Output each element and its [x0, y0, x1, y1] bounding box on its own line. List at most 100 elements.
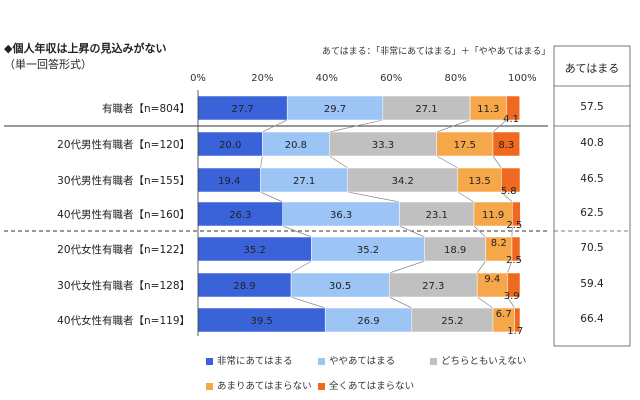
connector-line [436, 155, 459, 169]
connector-line [262, 119, 288, 133]
data-label: 5.8 [501, 186, 517, 197]
chart-subtitle: （単一回答形式） [4, 58, 92, 71]
bar-segment [389, 272, 478, 298]
bar-segment [329, 131, 437, 157]
data-label: 8.3 [498, 140, 514, 151]
bar-segment [197, 236, 312, 262]
summary-value: 70.5 [580, 242, 604, 254]
data-label: 35.2 [244, 245, 266, 256]
bar-segment [511, 236, 521, 262]
summary-value: 57.5 [580, 101, 604, 113]
connector-line [260, 191, 283, 203]
bar-segment [469, 95, 507, 121]
category-label: 20代男性有職者【n=120】 [57, 139, 190, 151]
bar-segment [324, 307, 413, 333]
category-label: 有職者【n=804】 [102, 103, 190, 115]
bar-segment [282, 201, 400, 227]
data-label: 20.8 [285, 140, 307, 151]
data-label: 30.5 [329, 281, 351, 292]
connector-line [389, 296, 412, 309]
data-label: 2.5 [506, 255, 522, 266]
data-label: 27.1 [415, 104, 437, 115]
x-tick-label: 40% [315, 73, 338, 84]
x-tick-label: 80% [444, 73, 467, 84]
bar-segment [507, 272, 521, 298]
legend-item: ややあてはまる [318, 353, 395, 367]
bar-segment [347, 167, 459, 193]
summary-box [553, 45, 631, 347]
x-tick-label: 60% [380, 73, 403, 84]
bar-segment [506, 95, 520, 121]
data-label: 13.5 [468, 176, 490, 187]
bar-segment [501, 167, 521, 193]
connector-line [399, 225, 425, 238]
legend-item: どちらともいえない [430, 353, 526, 367]
bar-segment [311, 236, 425, 262]
data-label: 18.9 [444, 245, 466, 256]
connector-line [290, 260, 312, 274]
connector-line [347, 191, 400, 203]
data-label: 35.2 [357, 245, 379, 256]
bar-segment [411, 307, 494, 333]
summary-value: 46.5 [580, 173, 604, 185]
data-label: 19.4 [218, 176, 240, 187]
bar-segment [197, 272, 292, 298]
summary-value: 62.5 [580, 207, 604, 219]
connector-line [501, 191, 513, 203]
bar-segment [457, 167, 502, 193]
connector-line [492, 119, 507, 133]
legend-swatch [318, 383, 325, 390]
connector-line [473, 225, 486, 238]
connector-line [290, 296, 326, 309]
data-label: 39.5 [250, 316, 272, 327]
connector-line [457, 191, 475, 203]
bar-segment [424, 236, 486, 262]
data-label: 11.3 [477, 104, 499, 115]
legend-item: 全くあてはまらない [318, 378, 414, 392]
category-label: 30代女性有職者【n=128】 [57, 280, 190, 292]
data-label: 23.1 [426, 210, 448, 221]
connector-line [329, 119, 383, 133]
summary-value: 59.4 [580, 278, 604, 290]
summary-value: 40.8 [580, 137, 604, 149]
connector-line [260, 155, 263, 169]
connector-line [389, 260, 425, 274]
data-label: 27.7 [231, 104, 253, 115]
category-label: 40代女性有職者【n=119】 [57, 315, 190, 327]
bar-segment [485, 236, 513, 262]
x-tick-label: 20% [251, 73, 274, 84]
data-label: 4.1 [503, 114, 519, 125]
bar-segment [382, 95, 471, 121]
legend-label: 非常にあてはまる [217, 356, 293, 367]
legend-label: 全くあてはまらない [329, 381, 415, 392]
summary-value: 66.4 [580, 313, 604, 325]
bar-segment [290, 272, 390, 298]
connector-line [476, 260, 486, 274]
bar-segment [260, 167, 348, 193]
connector-line [436, 119, 471, 133]
data-label: 6.7 [496, 309, 512, 320]
data-label: 25.2 [441, 316, 463, 327]
data-label: 33.3 [372, 140, 394, 151]
chart-title: ◆個人年収は上昇の見込みがない [4, 42, 167, 55]
data-label: 9.4 [484, 274, 500, 285]
bar-segment [473, 201, 513, 227]
legend-swatch [430, 358, 437, 365]
legend-label: ややあてはまる [329, 356, 396, 367]
bar-segment [197, 167, 261, 193]
bar-segment [197, 201, 283, 227]
data-label: 26.3 [229, 210, 251, 221]
data-label: 1.7 [507, 326, 523, 337]
connector-line [492, 155, 502, 169]
bar-segment [514, 307, 521, 333]
connector-line [507, 296, 515, 309]
legend-label: あまりあてはまらない [217, 381, 312, 392]
data-label: 27.1 [293, 176, 315, 187]
bar-segment [512, 201, 521, 227]
legend-swatch [206, 383, 213, 390]
connector-line [476, 296, 494, 309]
data-label: 8.2 [491, 238, 507, 249]
legend-swatch [206, 358, 213, 365]
